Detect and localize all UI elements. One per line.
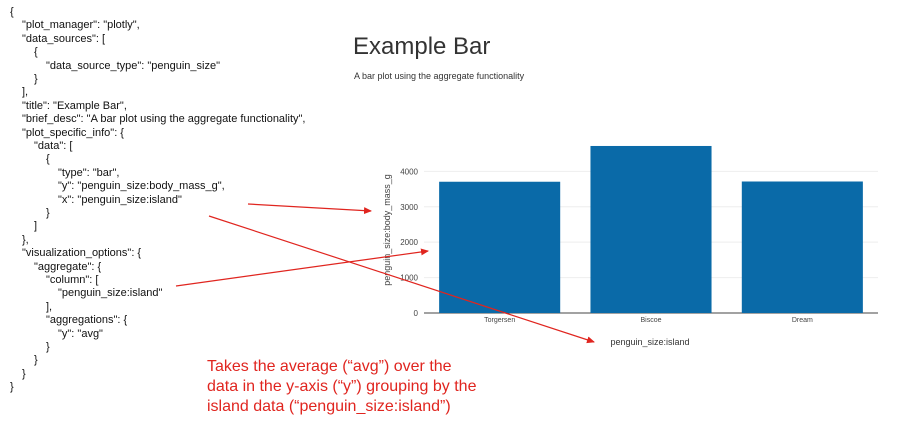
json-line: } <box>22 367 26 380</box>
json-line: }, <box>22 233 29 246</box>
arrow-aggregate-to-bars <box>175 248 429 287</box>
json-line: "penguin_size:island" <box>58 287 163 300</box>
annotation-note: Takes the average (“avg”) over the data i… <box>207 357 476 417</box>
json-line: "data_sources": [ <box>22 32 106 45</box>
y-axis-label: penguin_size:body_mass_g <box>382 174 392 286</box>
bar <box>439 181 561 313</box>
annotation-line: island data (“penguin_size:island”) <box>207 398 451 415</box>
json-line: } <box>46 207 50 219</box>
bar <box>741 181 863 313</box>
annotation-line: data in the y-axis (“y”) grouping by the <box>207 378 477 395</box>
arrow-x-field-to-x-axis <box>208 215 595 344</box>
y-tick-label: 0 <box>414 309 419 318</box>
json-line: "type": "bar", <box>58 166 120 179</box>
json-line: "column": [ <box>46 274 99 286</box>
json-line: ] <box>34 220 38 233</box>
json-line: "visualization_options": { <box>22 247 142 260</box>
y-tick-label: 4000 <box>400 167 418 176</box>
json-line: "y": "penguin_size:body_mass_g", <box>58 180 225 193</box>
json-line: ], <box>22 86 29 99</box>
json-line: "data_source_type": "penguin_size" <box>46 59 221 72</box>
bar <box>590 145 712 313</box>
json-line: { <box>34 46 38 59</box>
json-line: "plot_specific_info": { <box>22 126 124 139</box>
json-line: "title": "Example Bar", <box>22 99 127 112</box>
x-axis-label: penguin_size:island <box>610 337 689 347</box>
y-tick-label: 3000 <box>400 203 418 212</box>
json-line: ], <box>46 300 53 313</box>
x-tick-label: Torgersen <box>484 317 515 324</box>
arrow-y-field-to-y-axis <box>247 203 372 215</box>
json-line: { <box>10 6 14 18</box>
annotation-line: Takes the average (“avg”) over the <box>207 358 452 375</box>
json-line: "plot_manager": "plotly", <box>22 19 140 32</box>
y-tick-label: 2000 <box>400 238 418 247</box>
json-line: "data": [ <box>34 140 73 152</box>
y-tick-label: 1000 <box>400 274 418 283</box>
json-line: } <box>34 354 38 367</box>
json-line: "aggregations": { <box>46 314 128 327</box>
json-line: "x": "penguin_size:island" <box>58 193 182 206</box>
json-config-panel: { "plot_manager": "plotly", "data_sources"… <box>0 0 360 445</box>
chart-bars <box>439 145 863 313</box>
json-line: "brief_desc": "A bar plot using the aggr… <box>22 113 306 126</box>
chart-x-ticks: Torgersen Biscoe Dream <box>484 317 813 324</box>
plot-description: A bar plot using the aggregate functiona… <box>354 71 525 81</box>
x-tick-label: Dream <box>792 317 813 324</box>
x-tick-label: Biscoe <box>640 317 661 324</box>
json-line: { <box>46 153 50 166</box>
plot-title: Example Bar <box>353 33 491 60</box>
json-line: } <box>10 381 14 394</box>
json-line: } <box>46 341 50 353</box>
json-line: "aggregate": { <box>34 260 102 273</box>
json-line: "y": "avg" <box>58 327 103 340</box>
chart-y-ticks: 0 1000 2000 3000 4000 <box>400 167 418 318</box>
json-line: } <box>34 73 38 85</box>
